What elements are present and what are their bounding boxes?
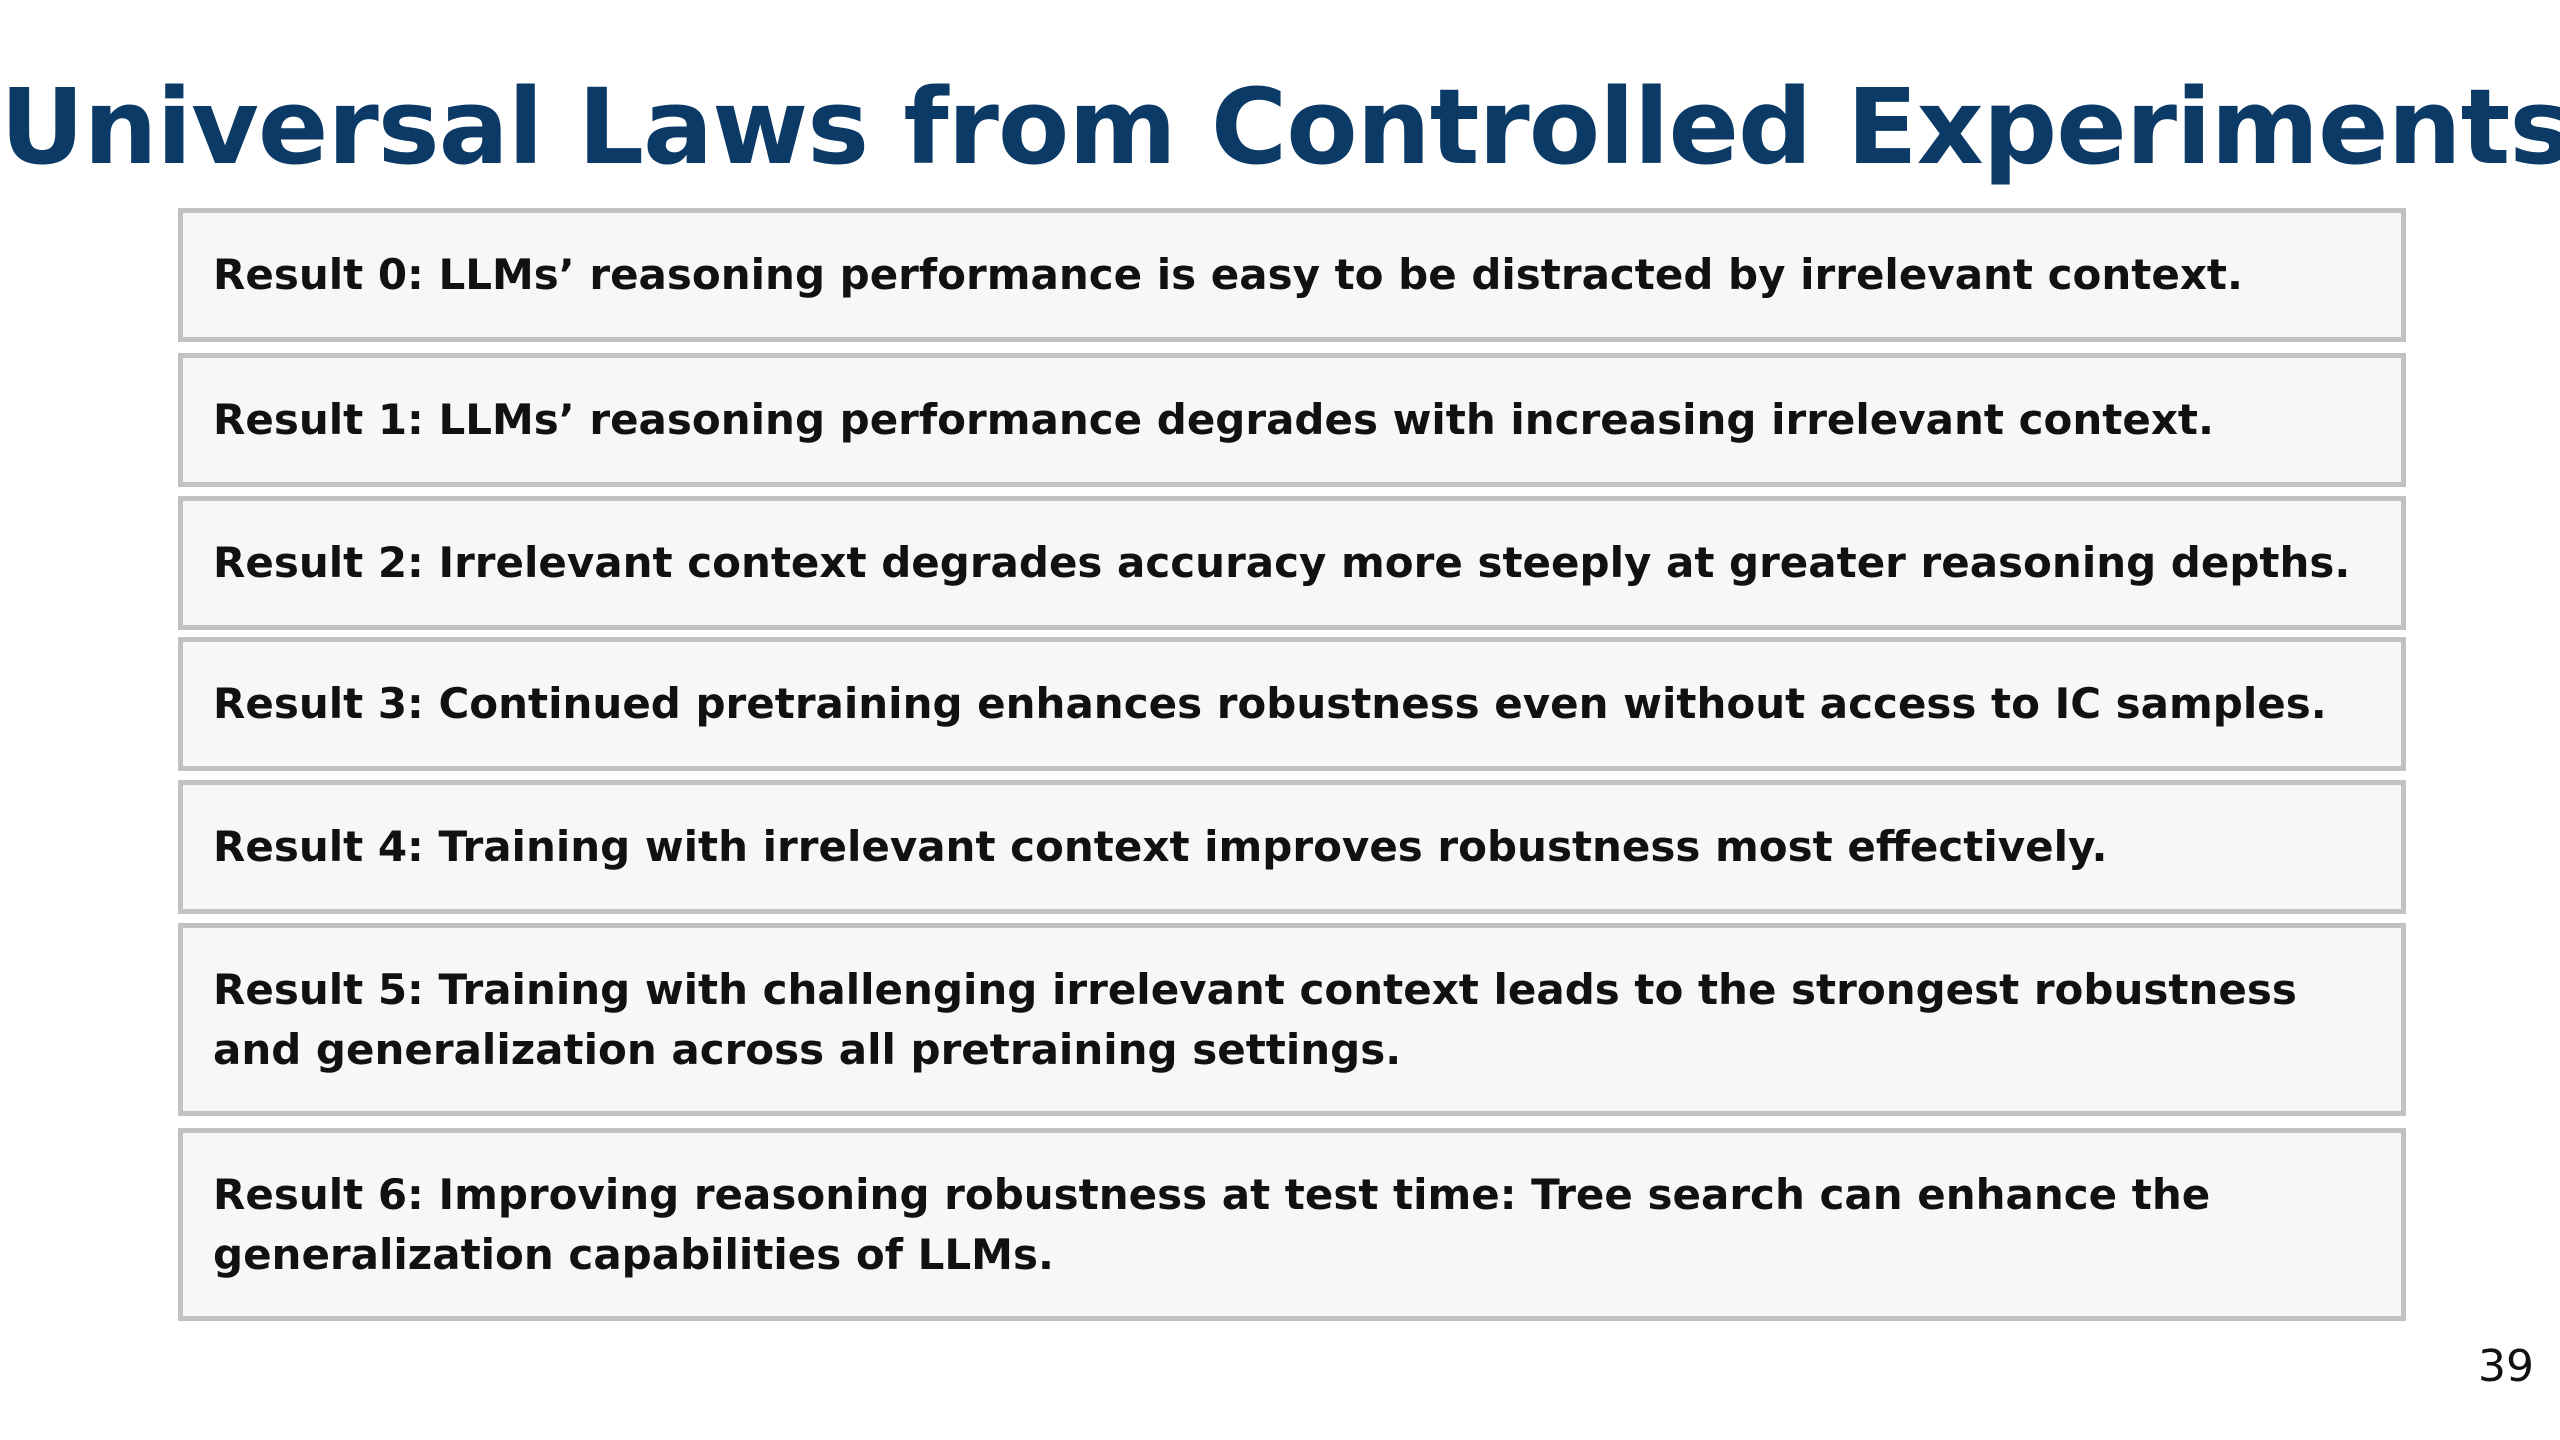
result-box-2: Result 2: Irrelevant context degrades ac… [178, 496, 2406, 630]
result-box-5: Result 5: Training with challenging irre… [178, 923, 2406, 1116]
result-box-6: Result 6: Improving reasoning robustness… [178, 1128, 2406, 1321]
result-text-3: Result 3: Continued pretraining enhances… [213, 679, 2327, 728]
result-text-4: Result 4: Training with irrelevant conte… [213, 822, 2108, 871]
result-box-4: Result 4: Training with irrelevant conte… [178, 780, 2406, 914]
result-box-3: Result 3: Continued pretraining enhances… [178, 637, 2406, 771]
result-box-0: Result 0: LLMs’ reasoning performance is… [178, 208, 2406, 342]
result-text-6: Result 6: Improving reasoning robustness… [213, 1169, 2211, 1279]
slide-title: Universal Laws from Controlled Experimen… [0, 66, 2560, 188]
result-box-1: Result 1: LLMs’ reasoning performance de… [178, 353, 2406, 487]
result-text-5: Result 5: Training with challenging irre… [213, 964, 2297, 1074]
result-text-2: Result 2: Irrelevant context degrades ac… [213, 538, 2351, 587]
page-number: 39 [2478, 1341, 2534, 1392]
result-text-0: Result 0: LLMs’ reasoning performance is… [213, 250, 2243, 299]
result-text-1: Result 1: LLMs’ reasoning performance de… [213, 395, 2214, 444]
